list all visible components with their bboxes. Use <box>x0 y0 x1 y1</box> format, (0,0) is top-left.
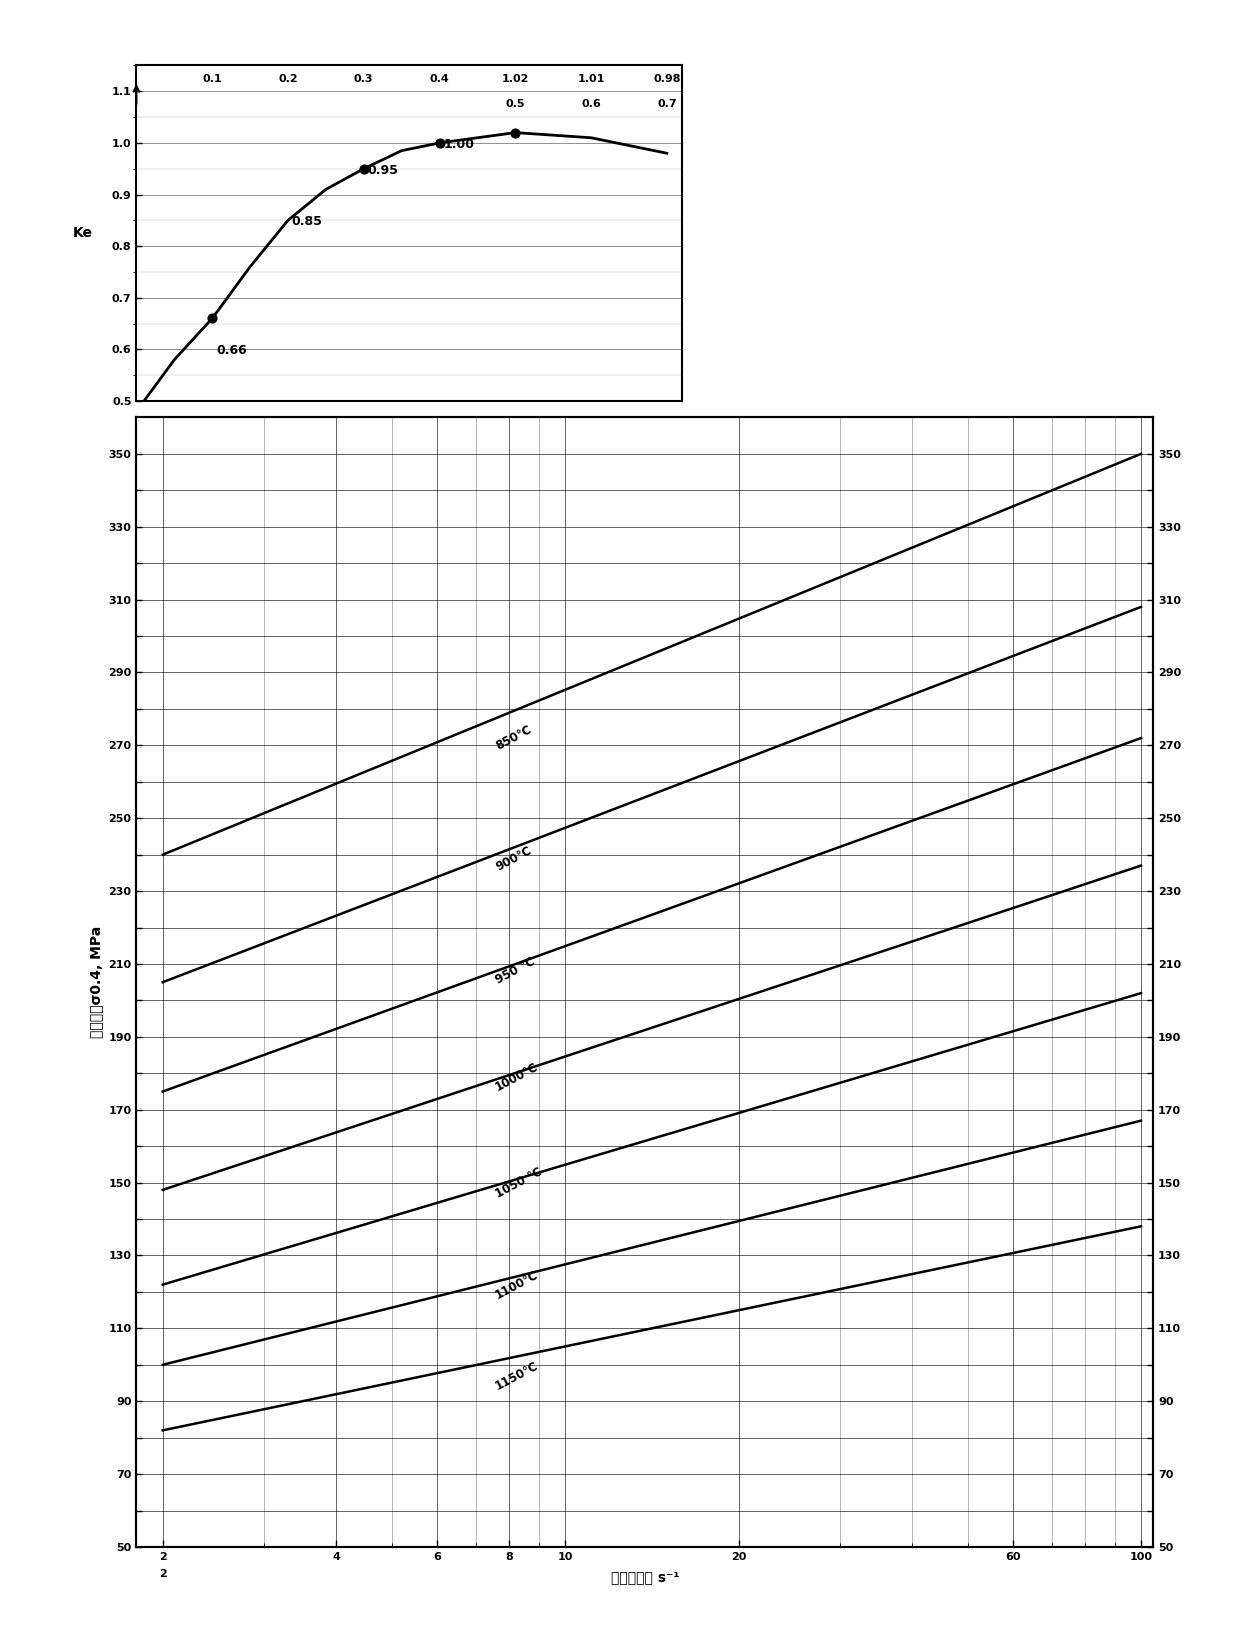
Text: 1.00: 1.00 <box>444 138 475 151</box>
Point <box>202 306 222 332</box>
Y-axis label: 变形抗力σ0.4, MPa: 变形抗力σ0.4, MPa <box>89 927 103 1038</box>
Text: 0.4: 0.4 <box>429 74 449 83</box>
Text: 0.48: 0.48 <box>140 432 171 445</box>
Text: 0.95: 0.95 <box>367 164 398 177</box>
Text: 1100℃: 1100℃ <box>494 1269 541 1301</box>
Point <box>429 129 449 156</box>
Text: 1000℃: 1000℃ <box>494 1061 541 1094</box>
Text: 0.7: 0.7 <box>657 100 677 110</box>
Text: 0.98: 0.98 <box>653 74 681 83</box>
Text: 0.1: 0.1 <box>202 74 222 83</box>
Text: 2: 2 <box>159 1568 166 1578</box>
Text: 900℃: 900℃ <box>494 843 533 873</box>
Text: 1150℃: 1150℃ <box>494 1359 541 1393</box>
X-axis label: 变形速率， s⁻¹: 变形速率， s⁻¹ <box>610 1570 680 1585</box>
Text: 0.66: 0.66 <box>216 344 247 357</box>
Y-axis label: Ke: Ke <box>73 226 93 241</box>
Text: 1.02: 1.02 <box>502 74 529 83</box>
Text: 0.2: 0.2 <box>278 74 298 83</box>
Text: 0.3: 0.3 <box>353 74 373 83</box>
Text: 950 ℃: 950 ℃ <box>494 956 537 987</box>
Point <box>353 156 373 182</box>
Text: 1.01: 1.01 <box>578 74 605 83</box>
Text: 850℃: 850℃ <box>494 724 533 753</box>
Point <box>126 398 146 424</box>
Text: 0.85: 0.85 <box>291 214 322 228</box>
Point <box>506 120 526 146</box>
Text: 0.6: 0.6 <box>582 100 601 110</box>
Text: 1050 ℃: 1050 ℃ <box>494 1166 544 1200</box>
Text: 0.5: 0.5 <box>506 100 525 110</box>
